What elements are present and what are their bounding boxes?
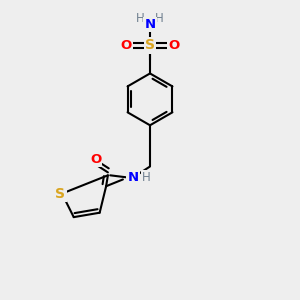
Text: H: H [142,171,151,184]
Text: S: S [56,187,65,201]
Text: O: O [120,39,131,52]
Text: N: N [144,18,156,32]
Text: N: N [128,171,139,184]
Text: H: H [136,12,145,25]
Text: H: H [155,12,164,25]
Text: O: O [90,153,101,166]
Text: O: O [169,39,180,52]
Text: S: S [145,38,155,52]
